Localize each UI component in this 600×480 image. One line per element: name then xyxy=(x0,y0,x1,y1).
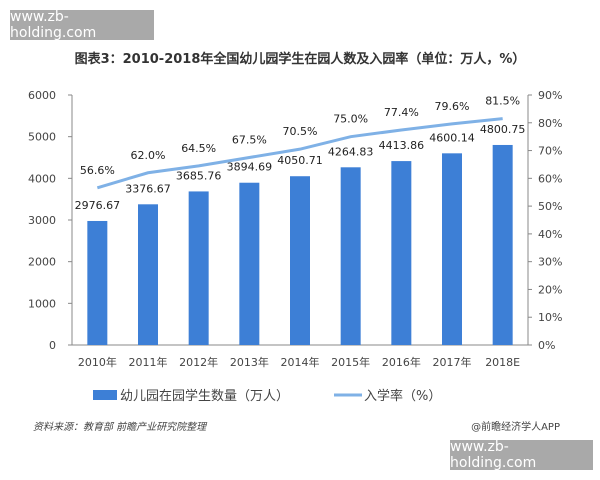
line-label: 75.0% xyxy=(333,113,368,126)
line-label: 81.5% xyxy=(485,95,520,108)
bar-label: 4800.75 xyxy=(480,123,526,136)
bar-label: 4050.71 xyxy=(277,154,323,167)
bar-label: 3376.67 xyxy=(125,182,171,195)
line-label: 67.5% xyxy=(232,134,267,147)
bar-label: 2976.67 xyxy=(75,199,121,212)
right-tick-label: 60% xyxy=(538,172,562,185)
bar-label: 3894.69 xyxy=(227,161,273,174)
x-tick-label: 2017年 xyxy=(433,355,472,369)
bar-label: 4413.86 xyxy=(379,139,425,152)
right-tick-label: 0% xyxy=(538,339,555,352)
bar-label: 4264.83 xyxy=(328,145,374,158)
right-tick-label: 80% xyxy=(538,117,562,130)
left-tick-label: 1000 xyxy=(28,297,56,310)
bar xyxy=(391,161,412,345)
right-tick-label: 40% xyxy=(538,228,562,241)
watermark-bottom: www.zb-holding.com xyxy=(450,439,593,471)
line-label: 56.6% xyxy=(80,164,115,177)
left-tick-label: 4000 xyxy=(28,172,56,185)
x-tick-label: 2013年 xyxy=(230,355,269,369)
line-label: 62.0% xyxy=(131,149,166,162)
x-tick-label: 2018E xyxy=(485,356,520,369)
credit: @前瞻经济学人APP xyxy=(471,422,560,433)
x-tick-label: 2014年 xyxy=(281,355,320,369)
left-tick-label: 5000 xyxy=(28,131,56,144)
bar xyxy=(87,220,108,345)
bar xyxy=(290,176,310,345)
line-label: 70.5% xyxy=(283,125,318,138)
legend-bar-swatch xyxy=(93,390,117,400)
line-label: 79.6% xyxy=(435,100,470,113)
x-tick-label: 2012年 xyxy=(179,355,218,369)
x-tick-label: 2015年 xyxy=(331,355,370,369)
right-tick-label: 70% xyxy=(538,145,562,158)
left-tick-label: 0 xyxy=(49,339,56,352)
rate-line xyxy=(96,117,503,190)
right-tick-label: 20% xyxy=(538,283,562,296)
bar xyxy=(492,144,513,345)
left-tick-label: 3000 xyxy=(28,214,56,227)
bar xyxy=(340,167,361,345)
watermark-top: www.zb-holding.com xyxy=(10,9,154,41)
bar xyxy=(138,204,158,345)
source-note: 资料来源：教育部 前瞻产业研究院整理 xyxy=(33,422,207,433)
line-label: 64.5% xyxy=(181,142,216,155)
left-tick-label: 6000 xyxy=(28,89,56,102)
bar xyxy=(442,153,462,345)
right-tick-label: 90% xyxy=(538,89,562,102)
legend-line-label: 入学率（%） xyxy=(364,388,441,404)
line-label: 77.4% xyxy=(384,106,419,119)
bar xyxy=(239,182,260,345)
bar-label: 3685.76 xyxy=(176,169,222,182)
x-tick-label: 2016年 xyxy=(382,355,421,369)
left-tick-label: 2000 xyxy=(28,256,56,269)
bar xyxy=(188,191,209,345)
x-tick-label: 2011年 xyxy=(129,355,168,369)
x-tick-label: 2010年 xyxy=(78,355,117,369)
chart-title: 图表3：2010-2018年全国幼儿园学生在园人数及入园率（单位：万人，%） xyxy=(74,52,526,67)
right-tick-label: 30% xyxy=(538,256,562,269)
bar-label: 4600.14 xyxy=(429,131,475,144)
right-tick-label: 10% xyxy=(538,311,562,324)
right-tick-label: 50% xyxy=(538,200,562,213)
legend-bar-label: 幼儿园在园学生数量（万人） xyxy=(120,388,289,404)
